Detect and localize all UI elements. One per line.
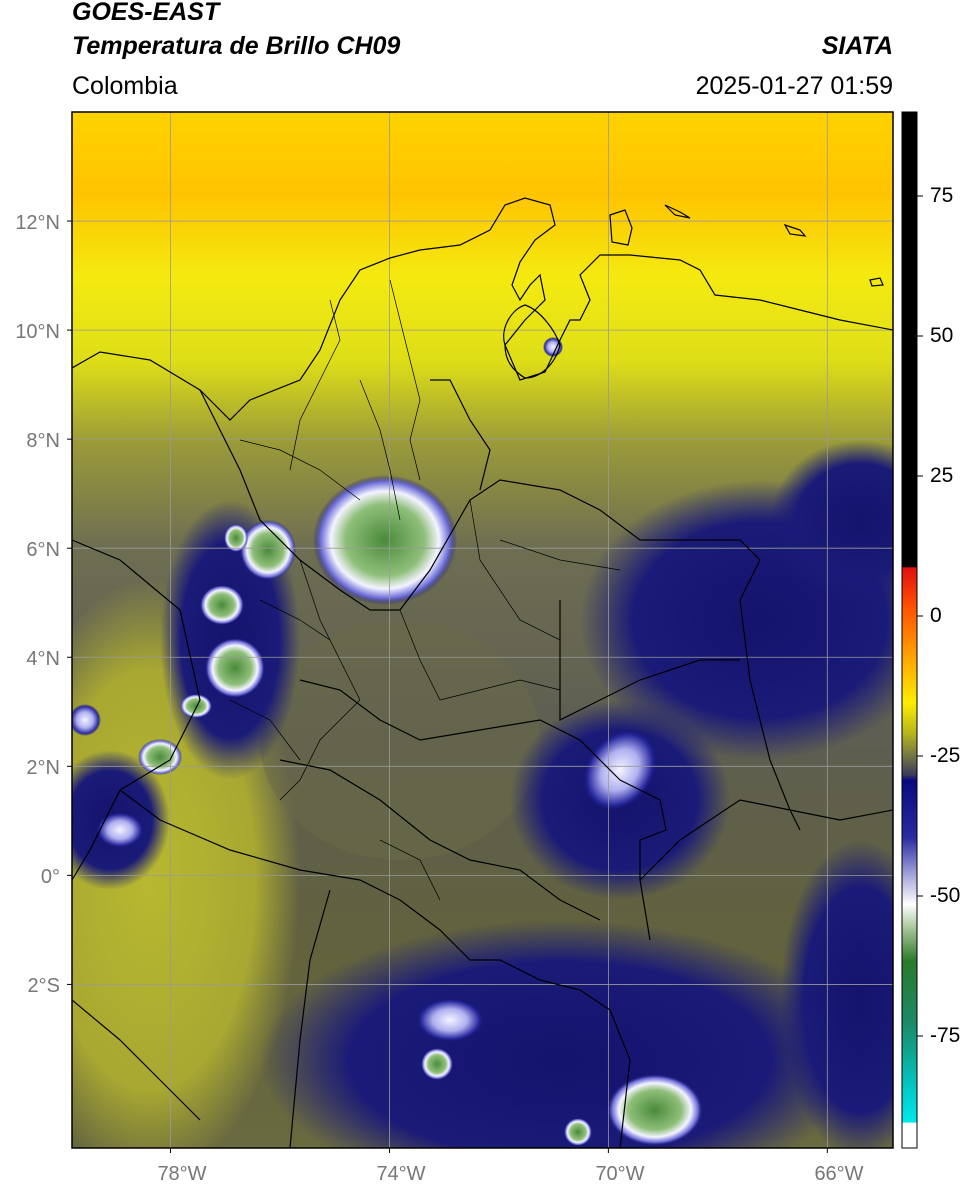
convective-cell-putumayo-2: [421, 1048, 453, 1080]
colorbar-label-0: 0: [930, 604, 942, 627]
convective-cell-choco-3: [200, 585, 244, 625]
convective-cell-cauca-1: [180, 694, 212, 718]
convective-cell-putumayo-1: [416, 998, 484, 1042]
lat-label-8n: 8°N: [26, 430, 60, 452]
convective-cell-guaviare: [582, 729, 658, 811]
lat-label-4n: 4°N: [26, 648, 60, 670]
title-product: Temperatura de Brillo CH09: [72, 32, 401, 60]
lon-label-74w: 74°W: [376, 1163, 426, 1185]
lon-label-70w: 70°W: [595, 1163, 645, 1185]
venezuela-cloud: [770, 440, 893, 600]
datetime-label: 2025-01-27 01:59: [695, 72, 893, 100]
colorbar-label-minus50: -50: [930, 884, 961, 907]
convective-cell-choco-2: [224, 524, 248, 552]
department-borders: [229, 279, 621, 901]
convective-cell-leticia: [564, 1118, 592, 1146]
colorbar-label-50: 50: [930, 324, 954, 347]
convective-cell-amazonas: [607, 1074, 703, 1146]
lat-label-10n: 10°N: [15, 321, 60, 343]
axis-ticks: [67, 220, 828, 1153]
brand-label: SIATA: [821, 32, 893, 60]
colorbar-label-25: 25: [930, 464, 954, 487]
country-borders: [72, 197, 893, 1148]
convective-cell-choco-1: [240, 520, 296, 580]
convective-cell-valle: [205, 638, 265, 698]
lat-label-0: 0°: [40, 866, 60, 888]
lat-label-2s: 2°S: [27, 975, 60, 997]
amazon-cloud: [260, 920, 860, 1148]
lat-label-2n: 2°N: [26, 757, 60, 779]
colorbar-ticks: [917, 195, 923, 1037]
colorbar-label-minus25: -25: [930, 744, 961, 767]
map-frame: [71, 111, 894, 1149]
convective-cell-ecuador: [96, 812, 144, 848]
brazil-cloud: [780, 840, 893, 1148]
lat-label-12n: 12°N: [15, 212, 60, 234]
convective-cell-pacific: [72, 704, 101, 736]
colorbar-label-minus75: -75: [930, 1024, 961, 1047]
lon-label-66w: 66°W: [814, 1163, 864, 1185]
title-satellite: GOES-EAST: [72, 0, 220, 26]
region-label: Colombia: [72, 72, 178, 100]
andes-area: [260, 620, 540, 860]
colorbar-scale: [901, 111, 918, 1149]
convective-cell-antioquia: [313, 475, 457, 605]
colorbar-label-75: 75: [930, 184, 954, 207]
lat-label-6n: 6°N: [26, 539, 60, 561]
lon-label-78w: 78°W: [157, 1163, 207, 1185]
